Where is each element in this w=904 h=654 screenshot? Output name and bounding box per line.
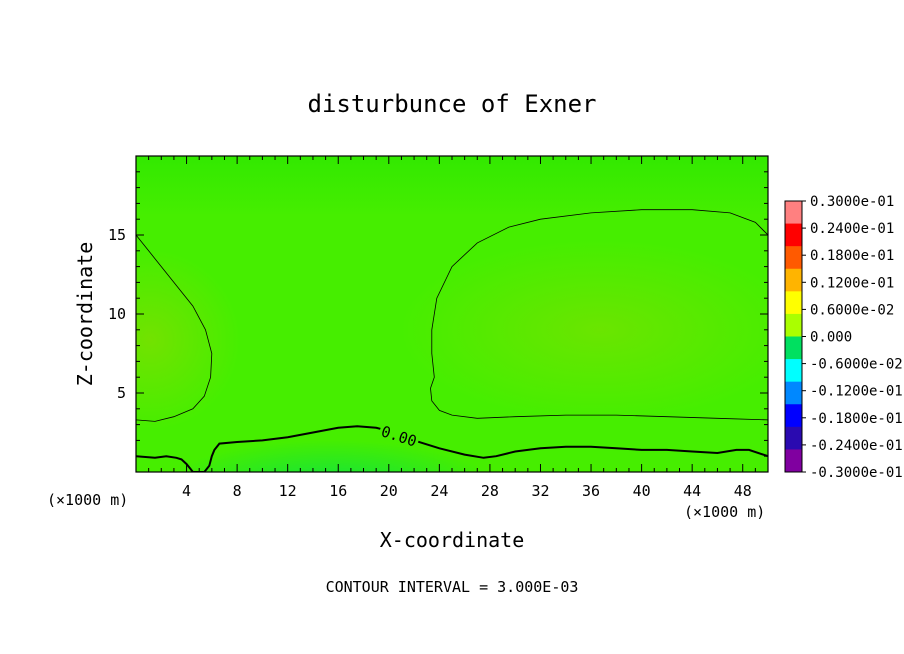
x-tick-label: 32 [531, 482, 549, 500]
lower-region-shading [162, 430, 498, 472]
plot-area: 0.00 [135, 155, 769, 473]
right-region-shading [400, 240, 768, 420]
y-unit-label: (×1000 m) [47, 491, 128, 509]
y-tick-labels: 5 10 15 [108, 226, 126, 402]
y-tick-label: 5 [117, 384, 126, 402]
colorbar-swatch [785, 223, 802, 247]
colorbar-swatch [785, 381, 802, 405]
y-tick-label: 15 [108, 226, 126, 244]
contour-line-2 [430, 209, 768, 421]
field-shading [136, 156, 768, 472]
colorbar-swatch [785, 449, 802, 473]
contour-lines: 0.00 [136, 209, 768, 472]
colorbar-swatch [785, 404, 802, 428]
colorbar: 0.3000e-01 0.2400e-01 0.1800e-01 0.1200e-01… [784, 194, 903, 481]
x-tick-label: 20 [380, 482, 398, 500]
left-region-shading [136, 250, 240, 430]
colorbar-label: 0.000 [810, 330, 852, 346]
colorbar-label: -0.1200e-01 [810, 384, 903, 400]
colorbar-label: 0.6000e-02 [810, 302, 894, 318]
colorbar-label: -0.6000e-02 [810, 357, 903, 373]
x-tick-label: 24 [430, 482, 448, 500]
colorbar-swatch [785, 246, 802, 270]
tick-marks [136, 156, 768, 472]
x-tick-label: 12 [279, 482, 297, 500]
colorbar-label: -0.3000e-01 [810, 465, 903, 481]
x-tick-label: 8 [233, 482, 242, 500]
colorbar-label: -0.1800e-01 [810, 411, 903, 427]
colorbar-label: 0.2400e-01 [810, 221, 894, 237]
y-axis-label: Z-coordinate [73, 242, 97, 387]
x-tick-label: 40 [633, 482, 651, 500]
colorbar-label: 0.3000e-01 [810, 194, 894, 210]
colorbar-swatch [785, 201, 802, 225]
colorbar-swatch [785, 291, 802, 315]
x-tick-label: 36 [582, 482, 600, 500]
contour-line-0 [136, 425, 768, 472]
x-tick-label: 48 [734, 482, 752, 500]
colorbar-swatch [785, 313, 802, 337]
x-unit-label: (×1000 m) [684, 503, 765, 521]
colorbar-label: 0.1200e-01 [810, 275, 894, 291]
x-tick-label: 28 [481, 482, 499, 500]
x-axis-label: X-coordinate [380, 528, 525, 552]
x-tick-label: 44 [683, 482, 701, 500]
chart-title: disturbunce of Exner [308, 90, 597, 118]
colorbar-label: -0.2400e-01 [810, 438, 903, 454]
colorbar-swatch [785, 268, 802, 292]
colorbar-swatch [785, 426, 802, 450]
colorbar-swatch [785, 359, 802, 383]
x-tick-labels: 4 8 12 16 20 24 28 32 36 40 44 48 [182, 482, 752, 500]
colorbar-swatch [785, 336, 802, 360]
contour-label-gap [377, 420, 422, 451]
x-tick-label: 4 [182, 482, 191, 500]
contour-interval-note: CONTOUR INTERVAL = 3.000E-03 [326, 578, 579, 596]
x-tick-label: 16 [329, 482, 347, 500]
colorbar-label: 0.1800e-01 [810, 248, 894, 264]
contour-line-1 [136, 234, 213, 422]
y-tick-label: 10 [108, 305, 126, 323]
upper-band-shading [136, 156, 768, 216]
